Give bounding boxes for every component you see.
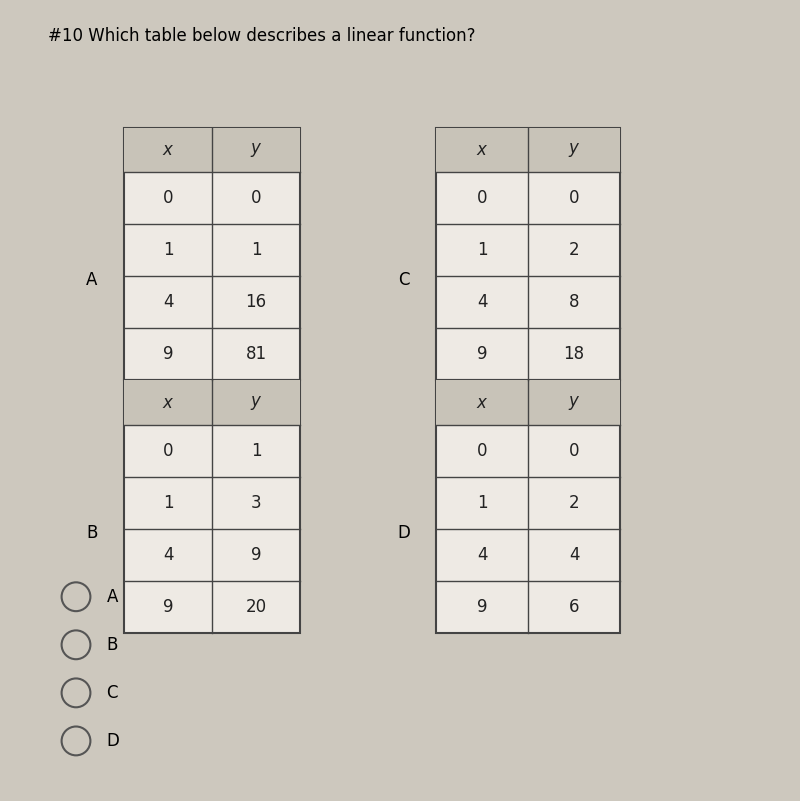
Text: D: D xyxy=(398,524,410,541)
Bar xyxy=(124,128,300,172)
Bar xyxy=(436,128,620,172)
Bar xyxy=(124,380,300,425)
Text: 0: 0 xyxy=(162,189,174,207)
Text: 2: 2 xyxy=(569,241,579,260)
Text: 1: 1 xyxy=(162,493,174,512)
Text: $x$: $x$ xyxy=(476,393,488,412)
Text: $y$: $y$ xyxy=(250,393,262,412)
Text: 4: 4 xyxy=(477,293,487,312)
Text: 0: 0 xyxy=(477,189,487,207)
Text: $y$: $y$ xyxy=(568,141,580,159)
Bar xyxy=(436,380,620,633)
Text: 1: 1 xyxy=(477,493,487,512)
Text: 1: 1 xyxy=(250,241,262,260)
Text: #10 Which table below describes a linear function?: #10 Which table below describes a linear… xyxy=(48,27,475,45)
Text: 20: 20 xyxy=(246,598,266,616)
Text: 0: 0 xyxy=(569,189,579,207)
Text: 4: 4 xyxy=(162,545,174,564)
Text: 9: 9 xyxy=(162,598,174,616)
Text: 3: 3 xyxy=(250,493,262,512)
Text: 0: 0 xyxy=(569,441,579,460)
Text: 2: 2 xyxy=(569,493,579,512)
Text: $x$: $x$ xyxy=(162,393,174,412)
Text: $y$: $y$ xyxy=(568,393,580,412)
Bar xyxy=(436,128,620,380)
Text: B: B xyxy=(106,636,118,654)
Text: B: B xyxy=(86,524,98,541)
Text: 9: 9 xyxy=(477,598,487,616)
Text: 9: 9 xyxy=(162,345,174,364)
Text: 16: 16 xyxy=(246,293,266,312)
Text: 4: 4 xyxy=(569,545,579,564)
Text: C: C xyxy=(106,684,118,702)
Text: 0: 0 xyxy=(250,189,262,207)
Text: 6: 6 xyxy=(569,598,579,616)
Text: 1: 1 xyxy=(250,441,262,460)
Text: 4: 4 xyxy=(162,293,174,312)
Text: 9: 9 xyxy=(250,545,262,564)
Text: A: A xyxy=(106,588,118,606)
Text: 0: 0 xyxy=(477,441,487,460)
Text: 18: 18 xyxy=(563,345,585,364)
Text: 81: 81 xyxy=(246,345,266,364)
Bar xyxy=(124,380,300,633)
Text: 1: 1 xyxy=(162,241,174,260)
Text: 0: 0 xyxy=(162,441,174,460)
Bar xyxy=(124,128,300,380)
Text: $y$: $y$ xyxy=(250,141,262,159)
Text: D: D xyxy=(106,732,119,750)
Text: 8: 8 xyxy=(569,293,579,312)
Text: 9: 9 xyxy=(477,345,487,364)
Text: C: C xyxy=(398,272,410,289)
Text: 4: 4 xyxy=(477,545,487,564)
Bar xyxy=(436,380,620,425)
Text: A: A xyxy=(86,272,98,289)
Text: 1: 1 xyxy=(477,241,487,260)
Text: $x$: $x$ xyxy=(162,141,174,159)
Text: $x$: $x$ xyxy=(476,141,488,159)
